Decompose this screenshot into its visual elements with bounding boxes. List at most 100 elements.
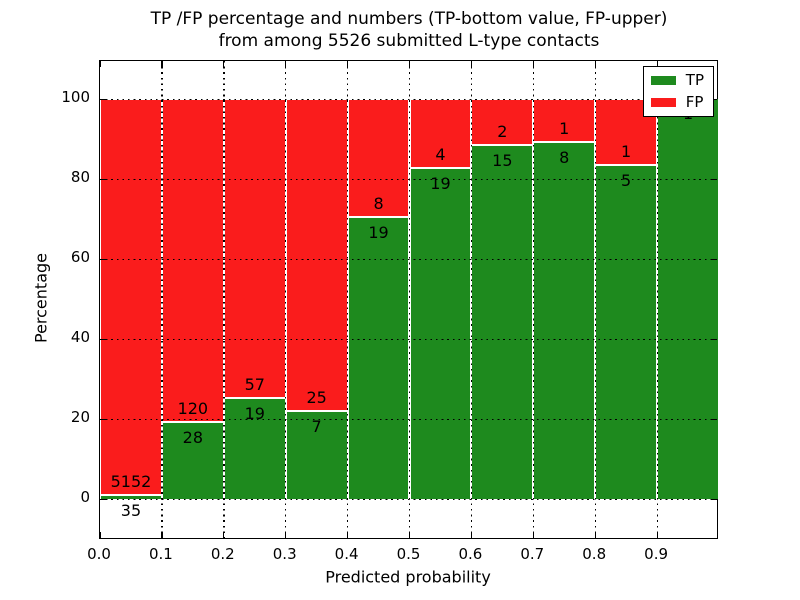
bar-fp-segment bbox=[347, 99, 410, 218]
x-tick-mark bbox=[470, 61, 473, 67]
legend: TP FP bbox=[642, 66, 714, 117]
bar-fp-segment bbox=[533, 99, 596, 144]
x-tick-mark bbox=[285, 61, 287, 67]
legend-item-fp: FP bbox=[650, 93, 704, 111]
bar-fp-segment bbox=[100, 99, 162, 497]
x-tick-label: 0.8 bbox=[582, 545, 607, 563]
y-tick-mark bbox=[711, 178, 717, 180]
x-tick-mark bbox=[594, 61, 596, 67]
y-gridline bbox=[100, 418, 717, 420]
fp-count-label: 1 bbox=[559, 119, 570, 139]
x-tick-label: 0.0 bbox=[87, 545, 111, 563]
x-tick-label: 0.3 bbox=[272, 545, 297, 563]
y-tick-label: 80 bbox=[70, 168, 90, 186]
y-gridline bbox=[100, 498, 717, 500]
fp-legend-swatch bbox=[650, 98, 676, 107]
legend-item-tp: TP bbox=[650, 71, 704, 89]
y-tick-mark bbox=[100, 418, 106, 420]
y-gridline bbox=[100, 258, 717, 260]
bar-tp-segment bbox=[533, 143, 596, 499]
x-tick-label: 0.7 bbox=[520, 545, 545, 563]
x-tick-mark bbox=[470, 532, 473, 538]
y-tick-mark bbox=[100, 338, 106, 340]
y-tick-mark bbox=[100, 98, 106, 100]
x-tick-label: 0.5 bbox=[396, 545, 421, 563]
fp-count-label: 1 bbox=[621, 141, 632, 161]
x-tick-label: 0.6 bbox=[458, 545, 483, 563]
x-tick-mark bbox=[656, 532, 658, 538]
fp-count-label: 2 bbox=[497, 122, 508, 142]
x-axis-label: Predicted probability bbox=[325, 567, 491, 587]
x-gridline bbox=[594, 61, 596, 538]
y-tick-mark bbox=[711, 98, 717, 100]
fp-count-label: 8 bbox=[373, 193, 384, 213]
x-tick-mark bbox=[223, 61, 225, 67]
x-tick-mark bbox=[409, 61, 411, 67]
x-tick-mark bbox=[656, 61, 658, 67]
x-gridline bbox=[223, 61, 225, 538]
tp-legend-label: TP bbox=[685, 71, 704, 89]
tp-count-label: 35 bbox=[120, 501, 142, 521]
y-tick-mark bbox=[100, 498, 106, 500]
x-tick-mark bbox=[161, 61, 163, 67]
y-tick-mark bbox=[100, 178, 106, 180]
bar-tp-segment bbox=[223, 399, 286, 499]
x-tick-mark bbox=[285, 532, 287, 538]
chart-title-line1: TP /FP percentage and numbers (TP-bottom… bbox=[150, 9, 668, 29]
x-tick-mark bbox=[347, 532, 349, 538]
x-tick-mark bbox=[347, 61, 349, 67]
y-tick-label: 60 bbox=[70, 248, 90, 266]
fp-legend-label: FP bbox=[685, 93, 704, 111]
tp-count-label: 28 bbox=[182, 428, 204, 448]
tp-count-label: 5 bbox=[621, 170, 632, 190]
y-gridline bbox=[100, 98, 717, 100]
tp-count-label: 19 bbox=[244, 404, 265, 423]
y-gridline bbox=[100, 178, 717, 180]
x-tick-label: 0.4 bbox=[334, 545, 359, 563]
y-tick-mark bbox=[711, 418, 717, 420]
x-tick-mark bbox=[161, 532, 163, 538]
y-tick-label: 0 bbox=[80, 488, 90, 506]
y-tick-label: 40 bbox=[70, 328, 90, 346]
y-tick-mark bbox=[711, 258, 717, 260]
fp-count-label: 5152 bbox=[110, 472, 152, 492]
x-tick-label: 0.9 bbox=[644, 545, 669, 563]
bar-tp-segment bbox=[471, 146, 534, 499]
fp-count-label: 25 bbox=[306, 387, 327, 407]
tp-count-label: 19 bbox=[368, 222, 389, 242]
bar-tp-segment bbox=[595, 165, 658, 499]
x-tick-mark bbox=[409, 532, 411, 538]
x-gridline bbox=[161, 61, 163, 538]
x-gridline bbox=[470, 61, 473, 538]
x-gridline bbox=[409, 61, 411, 538]
fp-count-label: 4 bbox=[435, 144, 446, 164]
fp-count-label: 57 bbox=[244, 375, 265, 394]
x-tick-mark bbox=[99, 532, 101, 538]
tp-count-label: 19 bbox=[430, 173, 451, 193]
fp-count-label: 120 bbox=[177, 399, 209, 419]
bar-fp-segment bbox=[471, 99, 534, 147]
bar-tp-segment bbox=[657, 99, 719, 499]
x-gridline bbox=[656, 61, 658, 538]
x-tick-mark bbox=[99, 61, 101, 67]
bar-tp-segment bbox=[285, 411, 348, 499]
x-gridline bbox=[285, 61, 287, 538]
chart-title-line2: from among 5526 submitted L-type contact… bbox=[218, 31, 600, 51]
y-tick-mark bbox=[711, 338, 717, 340]
x-tick-mark bbox=[594, 532, 596, 538]
x-tick-label: 0.2 bbox=[210, 545, 235, 563]
bar-fp-segment bbox=[161, 99, 224, 424]
x-tick-mark bbox=[532, 532, 534, 538]
chart-title: TP /FP percentage and numbers (TP-bottom… bbox=[99, 8, 719, 52]
y-gridline bbox=[100, 338, 717, 340]
bar-fp-segment bbox=[285, 99, 348, 412]
tp-count-label: 8 bbox=[559, 148, 570, 168]
tp-legend-swatch bbox=[650, 76, 676, 85]
x-tick-mark bbox=[223, 532, 225, 538]
x-gridline bbox=[532, 61, 535, 538]
bar-tp-segment bbox=[347, 217, 410, 499]
x-tick-label: 0.1 bbox=[148, 545, 173, 563]
x-tick-mark bbox=[532, 61, 534, 67]
plot-area: TP FP 515235120285719257819419215181501 bbox=[99, 60, 719, 539]
